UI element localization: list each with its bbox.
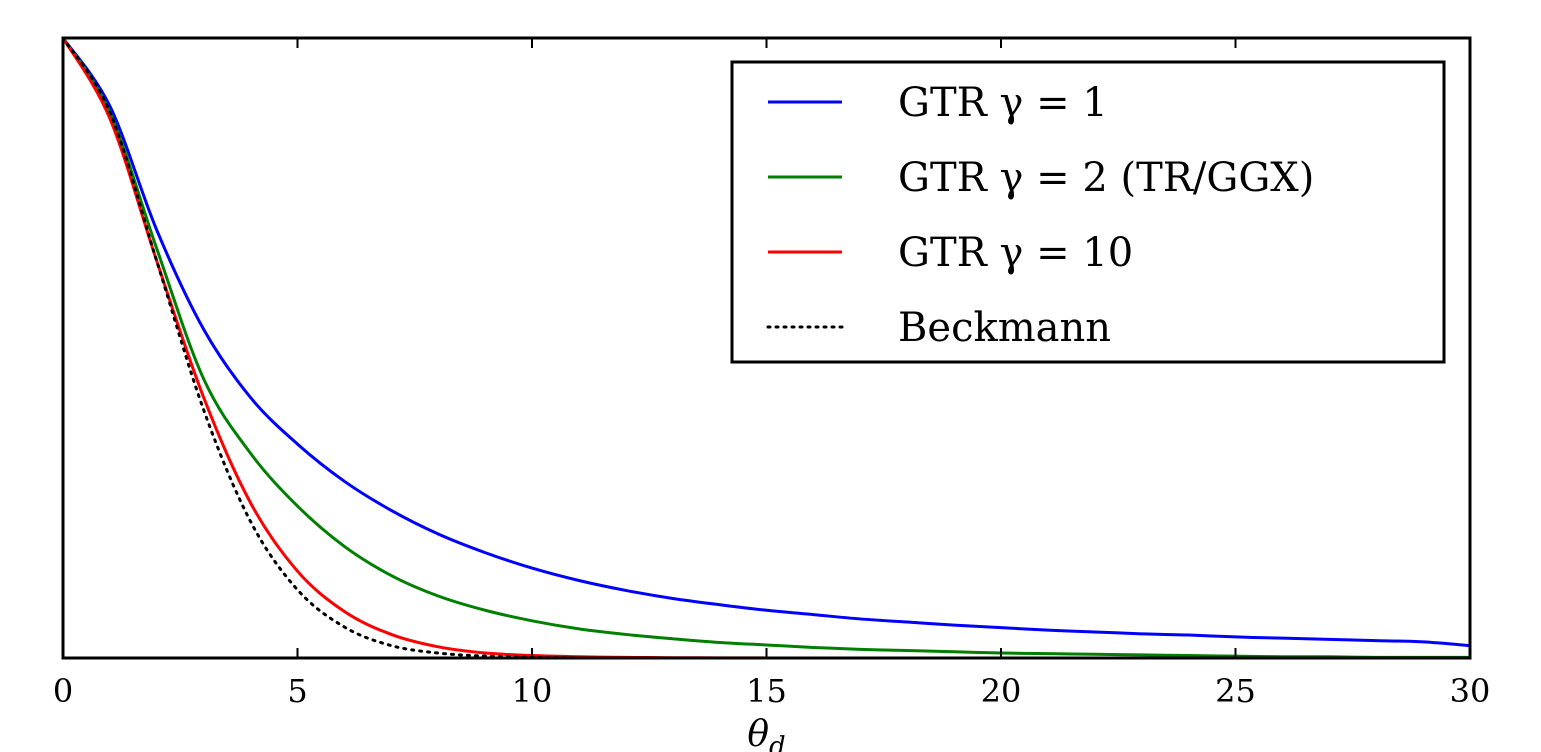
legend-label: GTR γ = 1	[898, 80, 1108, 126]
x-axis-ticks: 0 5 10 15 20 25 30	[53, 38, 1491, 710]
x-tick-label: 30	[1450, 672, 1491, 710]
x-tick-label: 15	[746, 672, 787, 710]
legend-label: GTR γ = 10	[898, 230, 1133, 276]
x-tick-label: 10	[512, 672, 553, 710]
series-line-1	[63, 38, 1470, 648]
series-line-2	[63, 38, 1470, 658]
x-tick-label: 0	[53, 672, 73, 710]
legend-box	[730, 60, 1446, 364]
x-tick-label: 20	[981, 672, 1022, 710]
series-line-4	[63, 38, 1470, 658]
x-tick-label: 5	[287, 672, 307, 710]
x-tick-label: 25	[1215, 672, 1256, 710]
legend-label: Beckmann	[898, 305, 1111, 351]
legend: GTR γ = 1 GTR γ = 2 (TR/GGX) GTR γ = 10 Bec…	[730, 60, 1446, 364]
x-axis-label: θd	[747, 714, 785, 752]
legend-label: GTR γ = 2 (TR/GGX)	[898, 155, 1314, 201]
